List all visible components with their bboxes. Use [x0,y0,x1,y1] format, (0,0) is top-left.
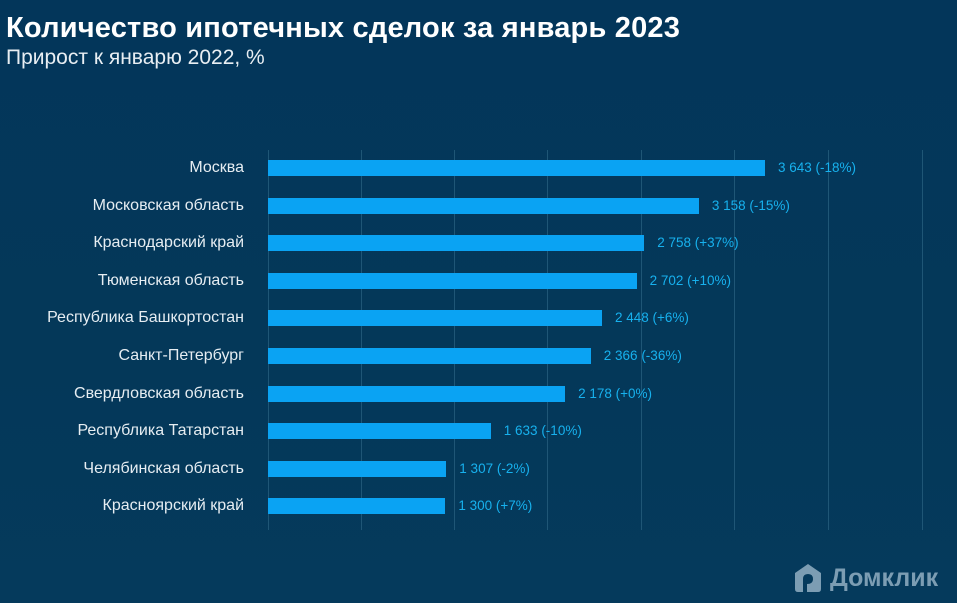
chart-title: Количество ипотечных сделок за январь 20… [6,12,681,44]
category-label: Республика Башкортостан [47,309,244,327]
value-label: 2 702 (+10%) [649,272,732,288]
bar [268,310,602,327]
gridline [734,150,735,530]
value-label: 1 307 (-2%) [459,460,530,476]
bar-row: Санкт-Петербург 2 366 (-36%) [0,337,957,375]
bar-row: Свердловская область 2 178 (+0%) [0,375,957,413]
gridline [361,150,362,530]
bar [268,235,645,252]
value-label: 2 366 (-36%) [603,348,682,363]
gridline [547,150,548,530]
bar-row: Москва 3 643 (-18%) [0,149,957,187]
house-icon [795,564,821,592]
brand-name: Домклик [830,563,939,592]
value-label: 2 448 (+6%) [614,310,689,326]
gridline [641,150,642,530]
category-label: Красноярский край [102,497,244,515]
bar-row: Красноярский край 1 300 (+7%) [0,487,957,525]
bar-row: Московская область 3 158 (-15%) [0,187,957,225]
value-label: 2 758 (+37%) [657,235,739,251]
gridline [268,150,269,530]
category-label: Свердловская область [74,384,244,402]
bar [268,197,699,214]
category-label: Краснодарский край [93,234,244,252]
category-label: Республика Татарстан [77,422,244,440]
chart-subtitle: Прирост к январю 2022, % [6,46,265,69]
category-label: Московская область [92,196,244,214]
bar [268,423,491,440]
gridline [922,150,923,530]
bar-row: Республика Татарстан 1 633 (-10%) [0,412,957,450]
bar-row: Республика Башкортостан 2 448 (+6%) [0,299,957,337]
value-label: 1 633 (-10%) [503,423,582,439]
bar [268,498,446,515]
value-label: 2 178 (+0%) [578,385,653,401]
bar [268,160,765,176]
category-label: Челябинская область [83,459,244,477]
value-label: 1 300 (+7%) [458,498,533,514]
bar [268,272,637,289]
bar [268,385,566,402]
value-label: 3 158 (-15%) [711,197,790,213]
bar-row: Челябинская область 1 307 (-2%) [0,450,957,488]
gridline [828,150,829,530]
bar-row: Краснодарский край 2 758 (+37%) [0,224,957,262]
bar [268,348,591,364]
category-label: Москва [189,159,244,176]
category-label: Санкт-Петербург [118,347,244,364]
brand-logo: Домклик [792,562,938,594]
category-label: Тюменская область [97,271,244,289]
bar-row: Тюменская область 2 702 (+10%) [0,262,957,300]
bar [268,460,447,477]
value-label: 3 643 (-18%) [778,160,857,175]
gridline [454,150,455,530]
